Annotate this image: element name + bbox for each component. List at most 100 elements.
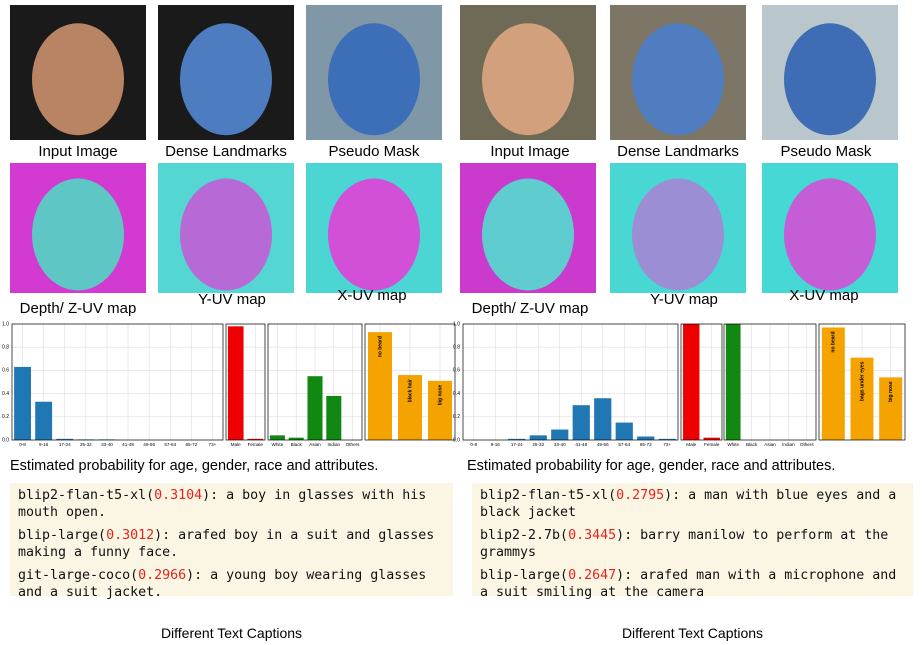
image-label: Dense Landmarks [165, 143, 287, 160]
face [482, 23, 574, 135]
x-tick-label: 49-56 [597, 442, 609, 447]
x-tick-label: Black [291, 442, 303, 447]
caption-prefix: git-large-coco( [18, 568, 138, 583]
face [784, 179, 876, 291]
y-tick-label: 0.4 [453, 391, 460, 397]
face [482, 179, 574, 291]
x-tick-label: 41-48 [122, 442, 134, 447]
chart-caption: Estimated probability for age, gender, r… [467, 458, 835, 474]
image-label: Input Image [490, 143, 569, 160]
face [32, 179, 124, 291]
caption: blip2-flan-t5-xl(0.2795): a man with blu… [480, 487, 905, 521]
caption: blip-large(0.2647): arafed man with a mi… [480, 567, 905, 601]
x-tick-label: White [272, 442, 284, 447]
x-tick-label: Female [248, 442, 264, 447]
footer: Different Text Captions [472, 625, 913, 641]
x-tick-label: 57-64 [164, 442, 176, 447]
bar-label: big nose [888, 381, 894, 402]
caption-score: 0.3012 [106, 528, 154, 543]
caption-prefix: blip2-flan-t5-xl( [18, 488, 154, 503]
bar-label: no beard [831, 331, 837, 352]
x-tick-label: 73+ [209, 442, 217, 447]
x-tick-label: 49-56 [143, 442, 155, 447]
y-tick-label: 0.2 [453, 414, 460, 420]
bar [683, 324, 699, 440]
x-tick-label: 17-24 [59, 442, 71, 447]
x-tick-label: Black [746, 442, 758, 447]
bar-label: black hair [407, 379, 413, 402]
caption-score: 0.2966 [138, 568, 186, 583]
image-label: Depth/ Z-UV map [20, 300, 137, 317]
y-tick-label: 0.6 [2, 368, 9, 374]
bar [35, 402, 52, 440]
bar [307, 376, 322, 440]
image-label: X-UV map [337, 287, 406, 304]
image-label: Pseudo Mask [781, 143, 872, 160]
image-label: Pseudo Mask [329, 143, 420, 160]
face [632, 179, 724, 291]
image-label: Y-UV map [198, 291, 266, 308]
x-tick-label: Female [704, 442, 720, 447]
x-tick-label: 65-72 [185, 442, 197, 447]
caption-prefix: blip-large( [480, 568, 568, 583]
x-tick-label: 25-32 [532, 442, 544, 447]
face [328, 23, 420, 135]
face [32, 23, 124, 135]
x-tick-label: 33-40 [101, 442, 113, 447]
bar-label: bags under eyes [859, 361, 865, 401]
x-tick-label: Asian [309, 442, 321, 447]
caption-prefix: blip2-flan-t5-xl( [480, 488, 616, 503]
face [180, 179, 272, 291]
chart-caption: Estimated probability for age, gender, r… [10, 458, 378, 474]
x-tick-label: White [727, 442, 739, 447]
caption-prefix: blip2-2.7b( [480, 528, 568, 543]
x-tick-label: 0-8 [19, 442, 26, 447]
x-tick-label: 65-72 [640, 442, 652, 447]
x-tick-label: 25-32 [80, 442, 92, 447]
bar [270, 435, 285, 440]
caption: blip2-2.7b(0.3445): barry manilow to per… [480, 527, 905, 561]
caption-box: blip2-flan-t5-xl(0.3104): a boy in glass… [10, 483, 453, 596]
caption-box: blip2-flan-t5-xl(0.2795): a man with blu… [472, 483, 913, 596]
x-tick-label: Male [231, 442, 241, 447]
y-tick-label: 0.0 [453, 437, 460, 443]
x-tick-label: Male [686, 442, 696, 447]
caption: blip-large(0.3012): arafed boy in a suit… [18, 527, 445, 561]
bar [530, 435, 547, 440]
figure: Input Image Dense Landmarks Pseudo Mask Dep… [0, 0, 922, 460]
caption-score: 0.3104 [154, 488, 202, 503]
y-tick-label: 0.4 [2, 391, 9, 397]
y-tick-label: 0.8 [453, 345, 460, 351]
x-tick-label: 57-64 [618, 442, 630, 447]
bar [228, 326, 244, 440]
footer: Different Text Captions [10, 625, 453, 641]
caption-score: 0.2795 [616, 488, 664, 503]
x-tick-label: Others [800, 442, 814, 447]
bar [326, 396, 341, 440]
caption: blip2-flan-t5-xl(0.3104): a boy in glass… [18, 487, 445, 521]
bar [637, 437, 654, 440]
page: Input Image Dense Landmarks Pseudo Mask Dep… [0, 0, 922, 645]
bar-label: big nose [437, 385, 443, 406]
y-tick-label: 1.0 [2, 321, 9, 327]
x-tick-label: 41-48 [575, 442, 587, 447]
y-tick-label: 0.8 [2, 345, 9, 351]
y-tick-label: 1.0 [453, 321, 460, 327]
x-tick-label: 0-8 [470, 442, 477, 447]
image-label: Depth/ Z-UV map [472, 300, 589, 317]
x-tick-label: Others [346, 442, 360, 447]
x-tick-label: Indian [782, 442, 795, 447]
x-tick-label: 73+ [663, 442, 671, 447]
y-tick-label: 0.2 [2, 414, 9, 420]
caption: git-large-coco(0.2966): a young boy wear… [18, 567, 445, 601]
x-tick-label: 9-16 [39, 442, 49, 447]
x-tick-label: Asian [764, 442, 776, 447]
face [180, 23, 272, 135]
bar [14, 367, 31, 440]
caption-score: 0.2647 [568, 568, 616, 583]
image-label: Dense Landmarks [617, 143, 739, 160]
bar [616, 423, 633, 440]
y-tick-label: 0.0 [2, 437, 9, 443]
y-tick-label: 0.6 [453, 368, 460, 374]
bar [594, 398, 611, 440]
